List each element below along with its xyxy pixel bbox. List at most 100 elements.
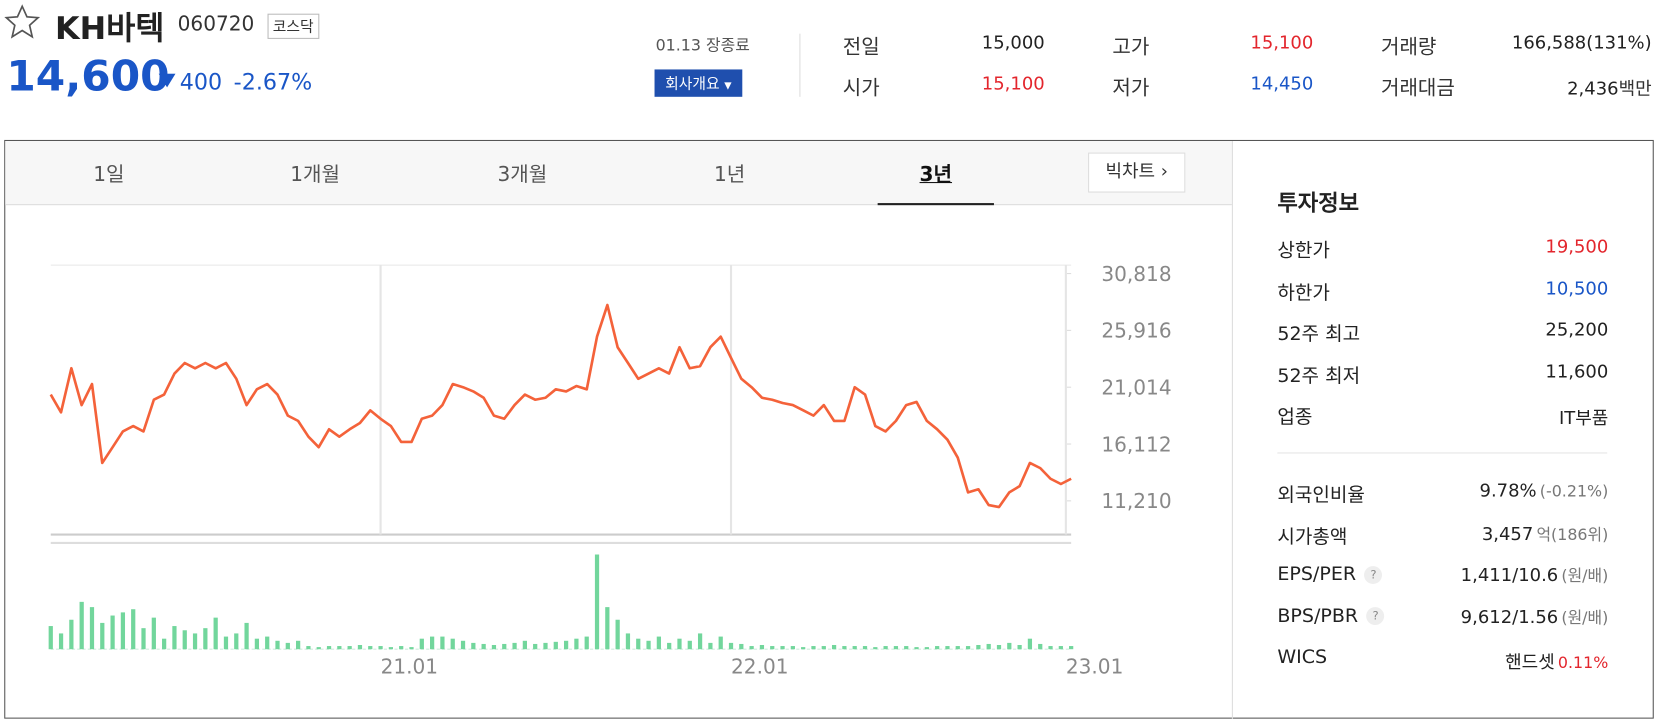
volume-bar — [553, 641, 558, 650]
invest-label: 시가총액 — [1277, 521, 1347, 548]
invest-label: EPS/PER? — [1277, 562, 1383, 586]
x-tick-label: 22.01 — [731, 654, 789, 678]
tab-bar — [5, 140, 1232, 206]
volume-bar — [852, 646, 857, 650]
volume-bar — [399, 646, 404, 650]
invest-label-text: 하한가 — [1277, 281, 1330, 304]
period-tab[interactable]: 1개월 — [290, 163, 340, 187]
company-button-label[interactable]: 회사개요 — [665, 75, 720, 93]
volume-bar — [893, 646, 899, 650]
invest-extra: (원/배) — [1561, 607, 1609, 627]
price-change: 400 — [179, 69, 223, 95]
active-tab-underline — [877, 203, 994, 206]
big-chart-button[interactable]: 빅차트 › — [1088, 152, 1186, 193]
volume-bar — [120, 612, 126, 650]
volume-bar — [1058, 646, 1063, 650]
volume-bar — [862, 646, 868, 650]
volume-bar — [409, 647, 414, 650]
volume-bar — [368, 646, 373, 650]
x-tick-label: 23.01 — [1066, 654, 1124, 678]
volume-bar — [1017, 644, 1022, 650]
volume-bar — [234, 633, 239, 650]
y-tick-label: 21,014 — [1101, 376, 1171, 400]
favorite-star[interactable] — [4, 4, 41, 40]
volume-bar — [502, 643, 507, 650]
volume-bar — [728, 642, 734, 650]
invest-label: WICS — [1277, 646, 1327, 668]
invest-value-text: 10,500 — [1545, 278, 1609, 300]
invest-label-text: EPS/PER — [1277, 562, 1357, 586]
invest-value-text: 19,500 — [1545, 236, 1609, 258]
invest-value: 19,500 — [1545, 237, 1608, 258]
volume-bar — [316, 647, 321, 650]
volume-bar — [811, 646, 816, 650]
volume-bar — [1048, 646, 1053, 650]
volume-bar — [821, 646, 826, 650]
volume-bar — [100, 622, 105, 650]
invest-extra: 억(186위) — [1536, 524, 1609, 544]
invest-label-text: 상한가 — [1277, 239, 1330, 262]
invest-title: 투자정보 — [1277, 190, 1360, 216]
invest-extra: 0.11% — [1557, 653, 1609, 673]
volume-bar — [625, 633, 631, 650]
invest-label-text: 52주 최저 — [1277, 364, 1361, 387]
volume-bar — [842, 646, 847, 650]
quote-number: 2,436 — [1567, 78, 1619, 100]
invest-label-text: BPS/PBR — [1277, 604, 1359, 627]
invest-value-text: 9,612/1.56 — [1460, 606, 1559, 628]
volume-bar — [996, 644, 1002, 650]
invest-value: 1,411/10.6 (원/배) — [1461, 564, 1609, 586]
volume-bar — [182, 630, 187, 650]
volume-bar — [574, 638, 579, 650]
volume-bar — [388, 647, 394, 650]
y-tick-label: 30,818 — [1101, 262, 1171, 286]
volume-bar — [790, 646, 795, 650]
volume-bar — [110, 615, 115, 650]
period-tab[interactable]: 1년 — [713, 163, 746, 187]
volume-bar — [471, 642, 476, 650]
volume-bar — [801, 647, 806, 650]
big-chart-label[interactable]: 빅차트 — [1105, 160, 1156, 183]
volume-bar — [151, 617, 156, 650]
invest-value: IT부품 — [1559, 403, 1608, 429]
volume-bar — [945, 646, 950, 650]
volume-bar — [254, 638, 260, 650]
invest-label: 52주 최고 — [1277, 319, 1360, 346]
invest-value: 9,612/1.56 (원/배) — [1461, 606, 1609, 628]
volume-bar — [739, 643, 744, 650]
period-tab[interactable]: 3년 — [919, 163, 953, 187]
volume-bar — [460, 640, 466, 650]
company-button[interactable]: 회사개요 ▼ — [654, 69, 743, 97]
quote-label: 거래량 — [1380, 35, 1437, 59]
volume-bar — [440, 636, 445, 650]
volume-bar — [337, 646, 342, 650]
volume-bar — [203, 628, 208, 650]
invest-label-text: WICS — [1277, 646, 1328, 669]
volume-bar — [646, 640, 651, 650]
quote-unit: 백만 — [1618, 78, 1652, 100]
period-tab[interactable]: 1일 — [93, 163, 125, 187]
quote-value: 15,000 — [982, 33, 1045, 54]
volume-bar — [924, 647, 929, 650]
quote-value: 166,588(131%) — [1512, 33, 1652, 54]
volume-bar — [697, 633, 703, 650]
volume-bar — [326, 646, 332, 650]
volume-bar — [429, 636, 435, 650]
volume-bar — [378, 646, 383, 650]
x-tick-label: 21.01 — [381, 654, 439, 678]
help-icon: ? — [1366, 607, 1385, 626]
volume-bar — [491, 644, 497, 650]
period-tab[interactable]: 3개월 — [497, 163, 548, 187]
quote-value: 15,100 — [1250, 33, 1313, 54]
volume-bar — [481, 643, 486, 650]
invest-label: BPS/PBR? — [1277, 604, 1385, 627]
volume-bar — [873, 647, 878, 650]
volume-bar — [780, 646, 785, 650]
volume-bar — [244, 622, 249, 650]
quote-number: 166,588(131%) — [1511, 32, 1652, 54]
invest-label: 52주 최저 — [1277, 360, 1360, 387]
invest-label: 상한가 — [1277, 236, 1330, 263]
invest-value-text: 핸드셋 — [1505, 652, 1555, 674]
volume-bar — [965, 646, 971, 650]
